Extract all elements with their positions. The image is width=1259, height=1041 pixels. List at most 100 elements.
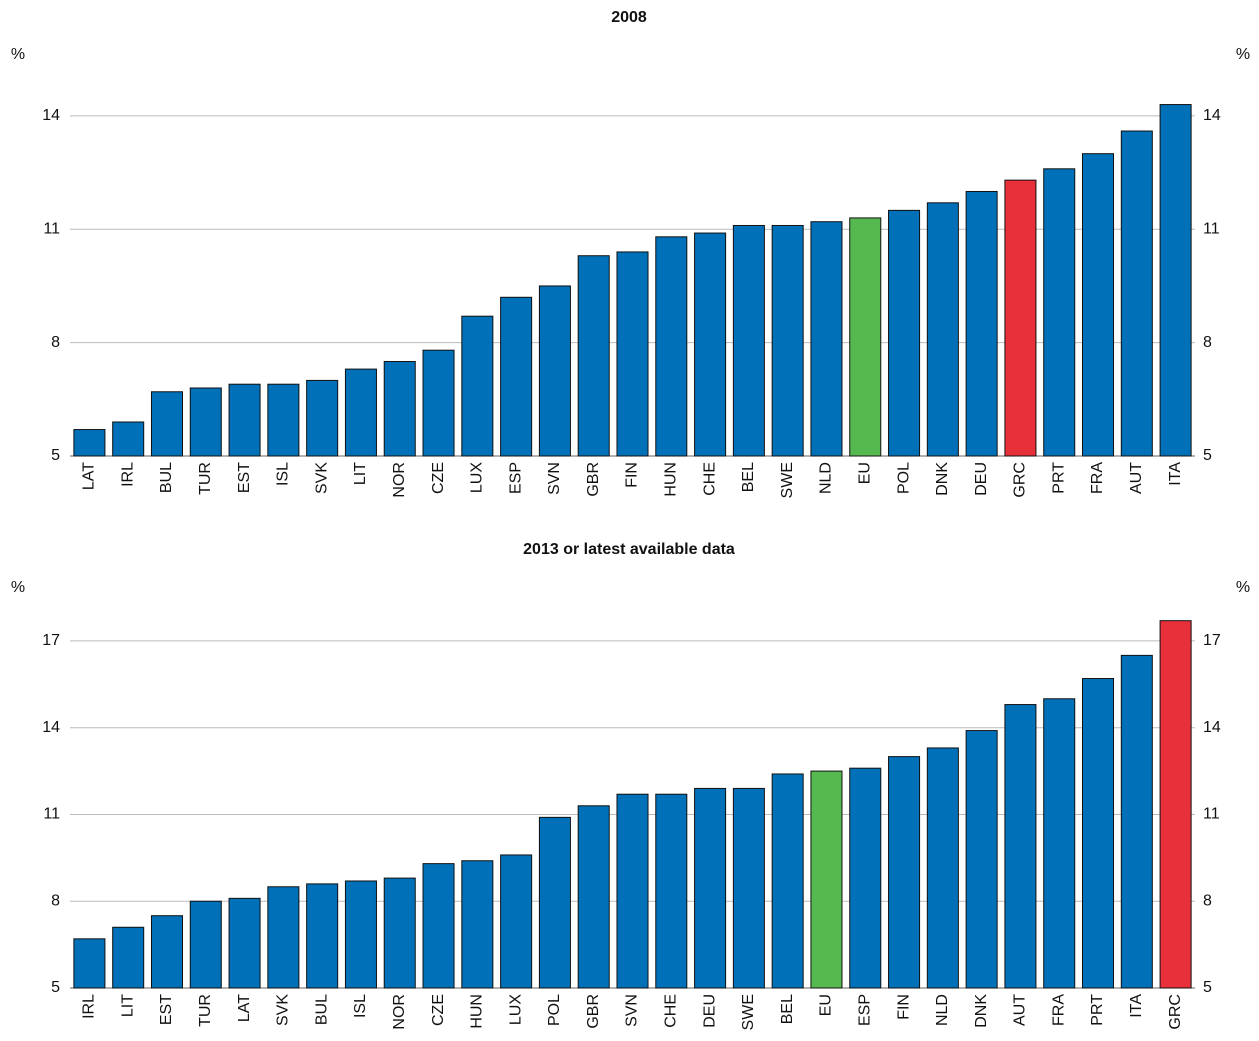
bar: [500, 854, 533, 989]
x-tick-label: ISL: [352, 994, 369, 1018]
x-tick-label: NLD: [818, 462, 835, 494]
x-tick-label: POL: [546, 994, 563, 1026]
bar: [810, 221, 843, 457]
x-tick-label: BEL: [779, 994, 796, 1024]
x-tick-label: BEL: [740, 462, 757, 492]
y2-tick-label: 11: [1203, 806, 1220, 823]
bar: [1159, 620, 1192, 989]
bar: [771, 773, 804, 989]
bar: [1043, 168, 1076, 457]
y-tick-label: 14: [42, 107, 60, 124]
bar: [344, 368, 377, 457]
y-tick-label: 11: [43, 806, 60, 823]
y2-tick-label: 8: [1203, 892, 1212, 909]
x-tick-label: EU: [818, 994, 835, 1016]
x-tick-label: TUR: [197, 994, 214, 1027]
bar: [1004, 179, 1037, 457]
bar: [655, 793, 688, 989]
bar: [344, 880, 377, 989]
x-tick-label: SWE: [779, 462, 796, 498]
x-tick-label: LAT: [81, 462, 98, 490]
x-tick-label: POL: [895, 462, 912, 494]
bar: [267, 886, 300, 989]
bar: [1120, 130, 1153, 457]
bar: [616, 793, 649, 989]
x-tick-label: DNK: [934, 462, 951, 496]
x-tick-label: PRT: [1050, 462, 1067, 494]
bar: [849, 217, 882, 457]
bar: [694, 787, 727, 989]
bar: [228, 897, 261, 989]
bar: [616, 251, 649, 457]
y-tick-label: 5: [51, 979, 60, 996]
y2-tick-label: 14: [1203, 107, 1221, 124]
y-tick-label: 17: [42, 632, 60, 649]
bar: [577, 255, 610, 457]
x-tick-label: IRL: [81, 994, 98, 1019]
x-tick-label: FRA: [1089, 462, 1106, 494]
x-tick-label: SVK: [275, 994, 292, 1026]
bar: [965, 190, 998, 457]
y2-axis-label: %: [1236, 579, 1250, 596]
bar: [926, 747, 959, 989]
x-tick-label: CHE: [701, 462, 718, 496]
bar: [538, 285, 571, 457]
y-axis-label: %: [11, 579, 25, 596]
bar: [189, 387, 222, 457]
x-tick-label: NOR: [391, 994, 408, 1030]
y2-tick-label: 11: [1203, 220, 1220, 237]
bar: [422, 863, 455, 989]
x-tick-label: LIT: [352, 462, 369, 485]
x-tick-label: TUR: [197, 462, 214, 495]
x-tick-label: ESP: [856, 994, 873, 1026]
x-tick-label: BUL: [313, 994, 330, 1025]
bar: [500, 296, 533, 457]
bar: [732, 787, 765, 989]
x-tick-label: CZE: [430, 462, 447, 494]
y2-tick-label: 14: [1203, 719, 1221, 736]
x-tick-label: HUN: [469, 994, 486, 1029]
bar: [383, 877, 416, 989]
y-tick-label: 11: [43, 220, 60, 237]
bar: [732, 224, 765, 457]
x-tick-label: CHE: [663, 994, 680, 1028]
x-tick-label: SVK: [313, 462, 330, 494]
x-tick-label: DNK: [973, 994, 990, 1028]
bar: [849, 767, 882, 989]
bar: [422, 349, 455, 457]
x-tick-label: LAT: [236, 994, 253, 1022]
y-tick-label: 14: [42, 719, 60, 736]
x-tick-label: DEU: [973, 462, 990, 496]
bar: [73, 429, 106, 457]
bar: [267, 383, 300, 457]
x-tick-label: CZE: [430, 994, 447, 1026]
x-tick-label: LUX: [507, 994, 524, 1025]
bar: [965, 730, 998, 989]
x-tick-label: GRC: [1167, 994, 1184, 1030]
chart-title: 2008: [611, 9, 647, 26]
x-tick-label: LIT: [119, 994, 136, 1017]
x-tick-label: HUN: [663, 462, 680, 497]
bar: [150, 915, 183, 989]
x-tick-label: NLD: [934, 994, 951, 1026]
x-tick-label: AUT: [1128, 462, 1145, 494]
x-tick-label: SVN: [546, 462, 563, 495]
x-tick-label: ESP: [507, 462, 524, 494]
x-tick-label: FIN: [624, 462, 641, 488]
x-tick-label: GBR: [585, 462, 602, 497]
x-tick-label: ITA: [1128, 994, 1145, 1018]
y2-axis-label: %: [1236, 46, 1250, 63]
y-axis-label: %: [11, 46, 25, 63]
bar: [888, 756, 921, 989]
x-tick-label: LUX: [469, 462, 486, 493]
x-tick-label: IRL: [119, 462, 136, 487]
bar: [1082, 678, 1115, 989]
y-tick-label: 8: [51, 892, 60, 909]
bar: [1043, 698, 1076, 989]
x-tick-label: NOR: [391, 462, 408, 498]
chart-title: 2013 or latest available data: [523, 541, 735, 558]
x-tick-label: AUT: [1012, 994, 1029, 1026]
y2-tick-label: 8: [1203, 334, 1212, 351]
bar: [383, 361, 416, 457]
